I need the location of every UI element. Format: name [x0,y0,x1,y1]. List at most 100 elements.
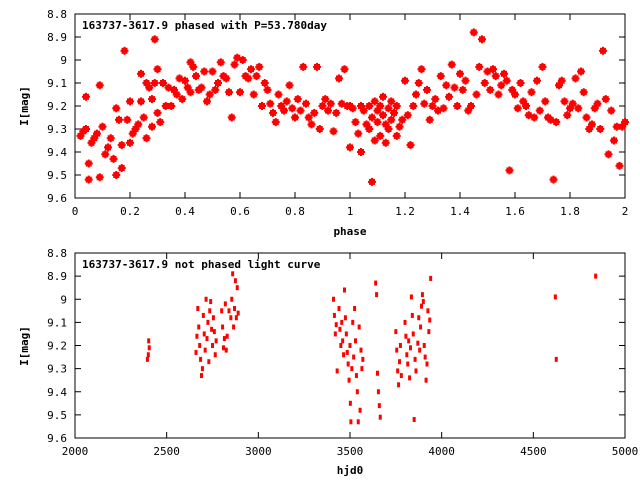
data-point-arm [172,93,181,96]
data-point-arm [398,118,407,121]
x-tick-label: 0 [72,205,79,218]
data-point-arm [618,125,627,128]
data-point-arm [280,109,288,112]
data-point-arm [436,75,445,78]
data-point [423,354,427,360]
data-point-arm [483,70,492,73]
data-point [332,312,336,318]
data-point-arm [115,118,123,121]
data-point-arm [87,141,96,144]
data-point-arm [150,82,159,84]
data-point [374,280,378,286]
data-point [422,343,426,348]
data-point-arm [453,105,462,107]
data-point-arm [530,116,539,119]
data-point [350,366,354,372]
x-tick-label: 3500 [337,445,364,458]
data-point-arm [142,82,151,84]
data-point-arm [447,63,456,66]
data-point-arm [137,100,145,103]
y-tick-label: 8.9 [47,270,67,283]
data-point-arm [175,77,184,80]
data-point [235,285,239,291]
data-point [343,287,346,293]
data-point-arm [458,88,467,91]
data-point-arm [128,132,137,135]
data-point-arm [475,65,484,68]
data-point [359,347,363,353]
data-point-arm [200,70,209,73]
data-point-arm [120,49,129,52]
data-point [394,329,398,335]
data-point-arm [612,125,621,128]
data-point [333,331,337,337]
data-point [197,324,201,330]
data-point [375,292,379,298]
data-point-arm [571,77,580,80]
data-point-arm [494,93,503,96]
data-point [346,361,350,367]
data-point-arm [541,100,550,103]
data-point-arm [186,91,195,94]
data-point-arm [384,107,393,110]
x-tick-label: 4500 [520,445,547,458]
data-point-arm [362,123,371,126]
data-point-arm [104,146,112,149]
data-point [554,356,558,362]
data-point [411,331,415,337]
data-point-arm [139,116,148,119]
data-point [205,336,209,342]
data-point-arm [472,93,481,96]
x-tick-label: 1 [347,205,354,218]
data-point-arm [84,178,93,181]
data-point-arm [552,121,561,124]
data-point-arm [126,100,134,103]
data-point-arm [450,86,459,89]
data-point-arm [478,38,486,41]
data-point-arm [357,105,365,107]
y-tick-label: 9.2 [47,340,67,353]
data-point-arm [379,95,387,98]
data-point-arm [365,105,374,107]
data-point [200,366,204,372]
data-point-arm [497,84,506,87]
data-point [236,310,240,316]
data-point [351,319,355,325]
data-point-arm [390,111,398,114]
y-tick-label: 9.1 [47,77,67,90]
data-point [208,308,212,314]
data-point-arm [563,114,572,117]
data-point-arm [285,84,294,87]
data-point-arm [557,79,566,82]
data-point-arm [324,109,332,112]
x-axis-label: hjd0 [337,464,364,477]
data-point-arm [524,114,533,117]
data-point-arm [585,128,594,130]
data-point-arm [420,102,429,105]
data-point-arm [170,88,178,91]
data-point [145,356,149,362]
data-point-arm [244,77,253,80]
data-point-arm [112,174,121,176]
data-point-arm [208,70,217,73]
data-point-arm [491,75,500,78]
data-point-arm [260,82,269,84]
data-point-arm [456,72,464,75]
data-point-arm [604,153,613,156]
data-point [413,356,417,362]
data-point [196,306,200,311]
data-point-arm [291,116,299,119]
data-point [553,294,557,300]
data-point-arm [549,178,558,181]
data-point [343,315,347,321]
data-point [200,373,203,379]
phased-plot: 8.8 8.9 9 9.1 9.2 9.3 9.4 9.5 9.6 0 0.2 0.4 0.6 0.8 1 1… [18,8,629,238]
data-point-arm [109,157,118,160]
data-point-arm [384,128,393,130]
data-point-arm [137,72,145,75]
data-point-arm [392,105,401,107]
data-point-arm [373,109,382,112]
data-point-arm [293,98,302,101]
data-point-arm [236,91,244,94]
data-point [147,338,151,344]
